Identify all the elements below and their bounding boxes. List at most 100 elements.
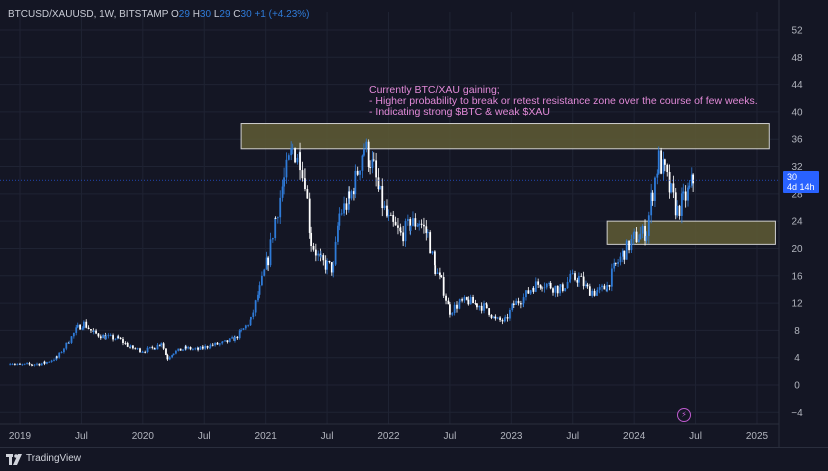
candle-body	[287, 155, 290, 160]
candle-body	[574, 273, 576, 280]
candle-body	[684, 191, 687, 201]
x-tick-label: Jul	[689, 431, 702, 442]
candle-body	[201, 346, 204, 349]
candle-body	[539, 284, 542, 288]
candle-body	[337, 225, 339, 242]
candle-body	[55, 356, 58, 360]
candle-body	[177, 348, 180, 351]
candle-body	[628, 240, 630, 251]
candle-body	[276, 217, 279, 219]
candle-body	[456, 304, 458, 309]
candle-body	[682, 191, 685, 194]
candle-body	[320, 255, 322, 257]
candle-body	[633, 231, 636, 233]
candle-body	[692, 174, 695, 184]
candle-body	[308, 198, 311, 233]
candle-body	[353, 191, 355, 195]
candle-body	[545, 283, 548, 288]
candle-body	[483, 303, 485, 311]
candle-body	[112, 335, 114, 340]
y-tick-label: 28	[791, 189, 803, 200]
candle-body	[33, 364, 36, 366]
candle-body	[467, 299, 470, 305]
candle-body	[136, 348, 139, 350]
close-value: 30	[240, 9, 252, 20]
y-tick-label: 4	[794, 353, 800, 364]
high-label: H	[192, 9, 200, 20]
candle-body	[204, 346, 207, 349]
x-tick-label: 2023	[500, 431, 523, 442]
candle-body	[283, 177, 285, 187]
lightning-icon[interactable]: ⚡	[677, 408, 691, 422]
candle-body	[499, 317, 501, 321]
candle-body	[175, 350, 177, 354]
candle-body	[244, 325, 247, 329]
candle-body	[324, 260, 327, 270]
y-tick-label: −4	[791, 408, 803, 419]
candle-body	[559, 287, 561, 294]
bar-countdown: 4d 14h	[787, 182, 815, 192]
candle-body	[676, 205, 679, 216]
candle-body	[21, 364, 24, 366]
candle-body	[126, 343, 129, 347]
candle-body	[63, 348, 65, 353]
candle-body	[99, 336, 102, 339]
x-tick-label: Jul	[566, 431, 579, 442]
candle-body	[399, 231, 402, 233]
candle-body	[16, 364, 19, 366]
tradingview-logo-icon[interactable]	[6, 454, 24, 466]
candle-body	[211, 344, 214, 346]
candle-body	[171, 355, 174, 358]
candle-body	[348, 191, 351, 199]
candle-body	[386, 205, 388, 217]
candle-body	[504, 317, 507, 319]
candle-body	[564, 288, 567, 291]
candle-body	[552, 288, 554, 293]
candle-body	[263, 269, 266, 276]
candle-body	[559, 284, 562, 288]
candle-body	[274, 218, 277, 239]
candle-body	[387, 214, 390, 217]
candle-body	[610, 268, 613, 287]
candle-body	[442, 276, 445, 296]
candle-body	[392, 214, 395, 222]
x-tick-label: 2021	[255, 431, 278, 442]
candle-body	[478, 305, 481, 308]
candle-body	[249, 319, 252, 326]
candle-body	[436, 272, 439, 274]
candle-body	[285, 159, 288, 178]
candle-body	[630, 239, 633, 251]
chart-annotation[interactable]: Currently BTC/XAU gaining; - Higher prob…	[369, 84, 758, 118]
candle-body	[81, 328, 84, 330]
candle-body	[637, 239, 640, 243]
candle-body	[95, 330, 97, 334]
candle-body	[469, 296, 472, 305]
candle-body	[129, 346, 131, 348]
candle-body	[367, 141, 370, 168]
candle-body	[36, 363, 38, 365]
candle-body	[663, 159, 666, 165]
candle-body	[389, 214, 392, 216]
candle-body	[635, 231, 638, 243]
candle-body	[509, 309, 511, 319]
candle-body	[260, 275, 263, 286]
candle-body	[488, 308, 491, 315]
candle-body	[647, 215, 650, 236]
candle-body	[576, 279, 579, 283]
candle-body	[306, 189, 309, 199]
candle-body	[250, 316, 252, 320]
candle-body	[332, 264, 335, 273]
candle-body	[218, 343, 221, 345]
time-axis[interactable]: 2019 Jul 2020 Jul 2021 Jul 2022 Jul 2023 Jul 2024 J…	[0, 423, 779, 442]
x-tick-label: Jul	[321, 431, 334, 442]
candle-body	[294, 148, 296, 163]
candle-body	[541, 287, 543, 289]
candle-body	[314, 249, 317, 256]
brand-name[interactable]: TradingView	[26, 453, 82, 464]
candle-body	[11, 364, 14, 366]
candle-body	[26, 363, 28, 365]
candle-body	[621, 250, 624, 257]
candle-body	[85, 321, 88, 328]
